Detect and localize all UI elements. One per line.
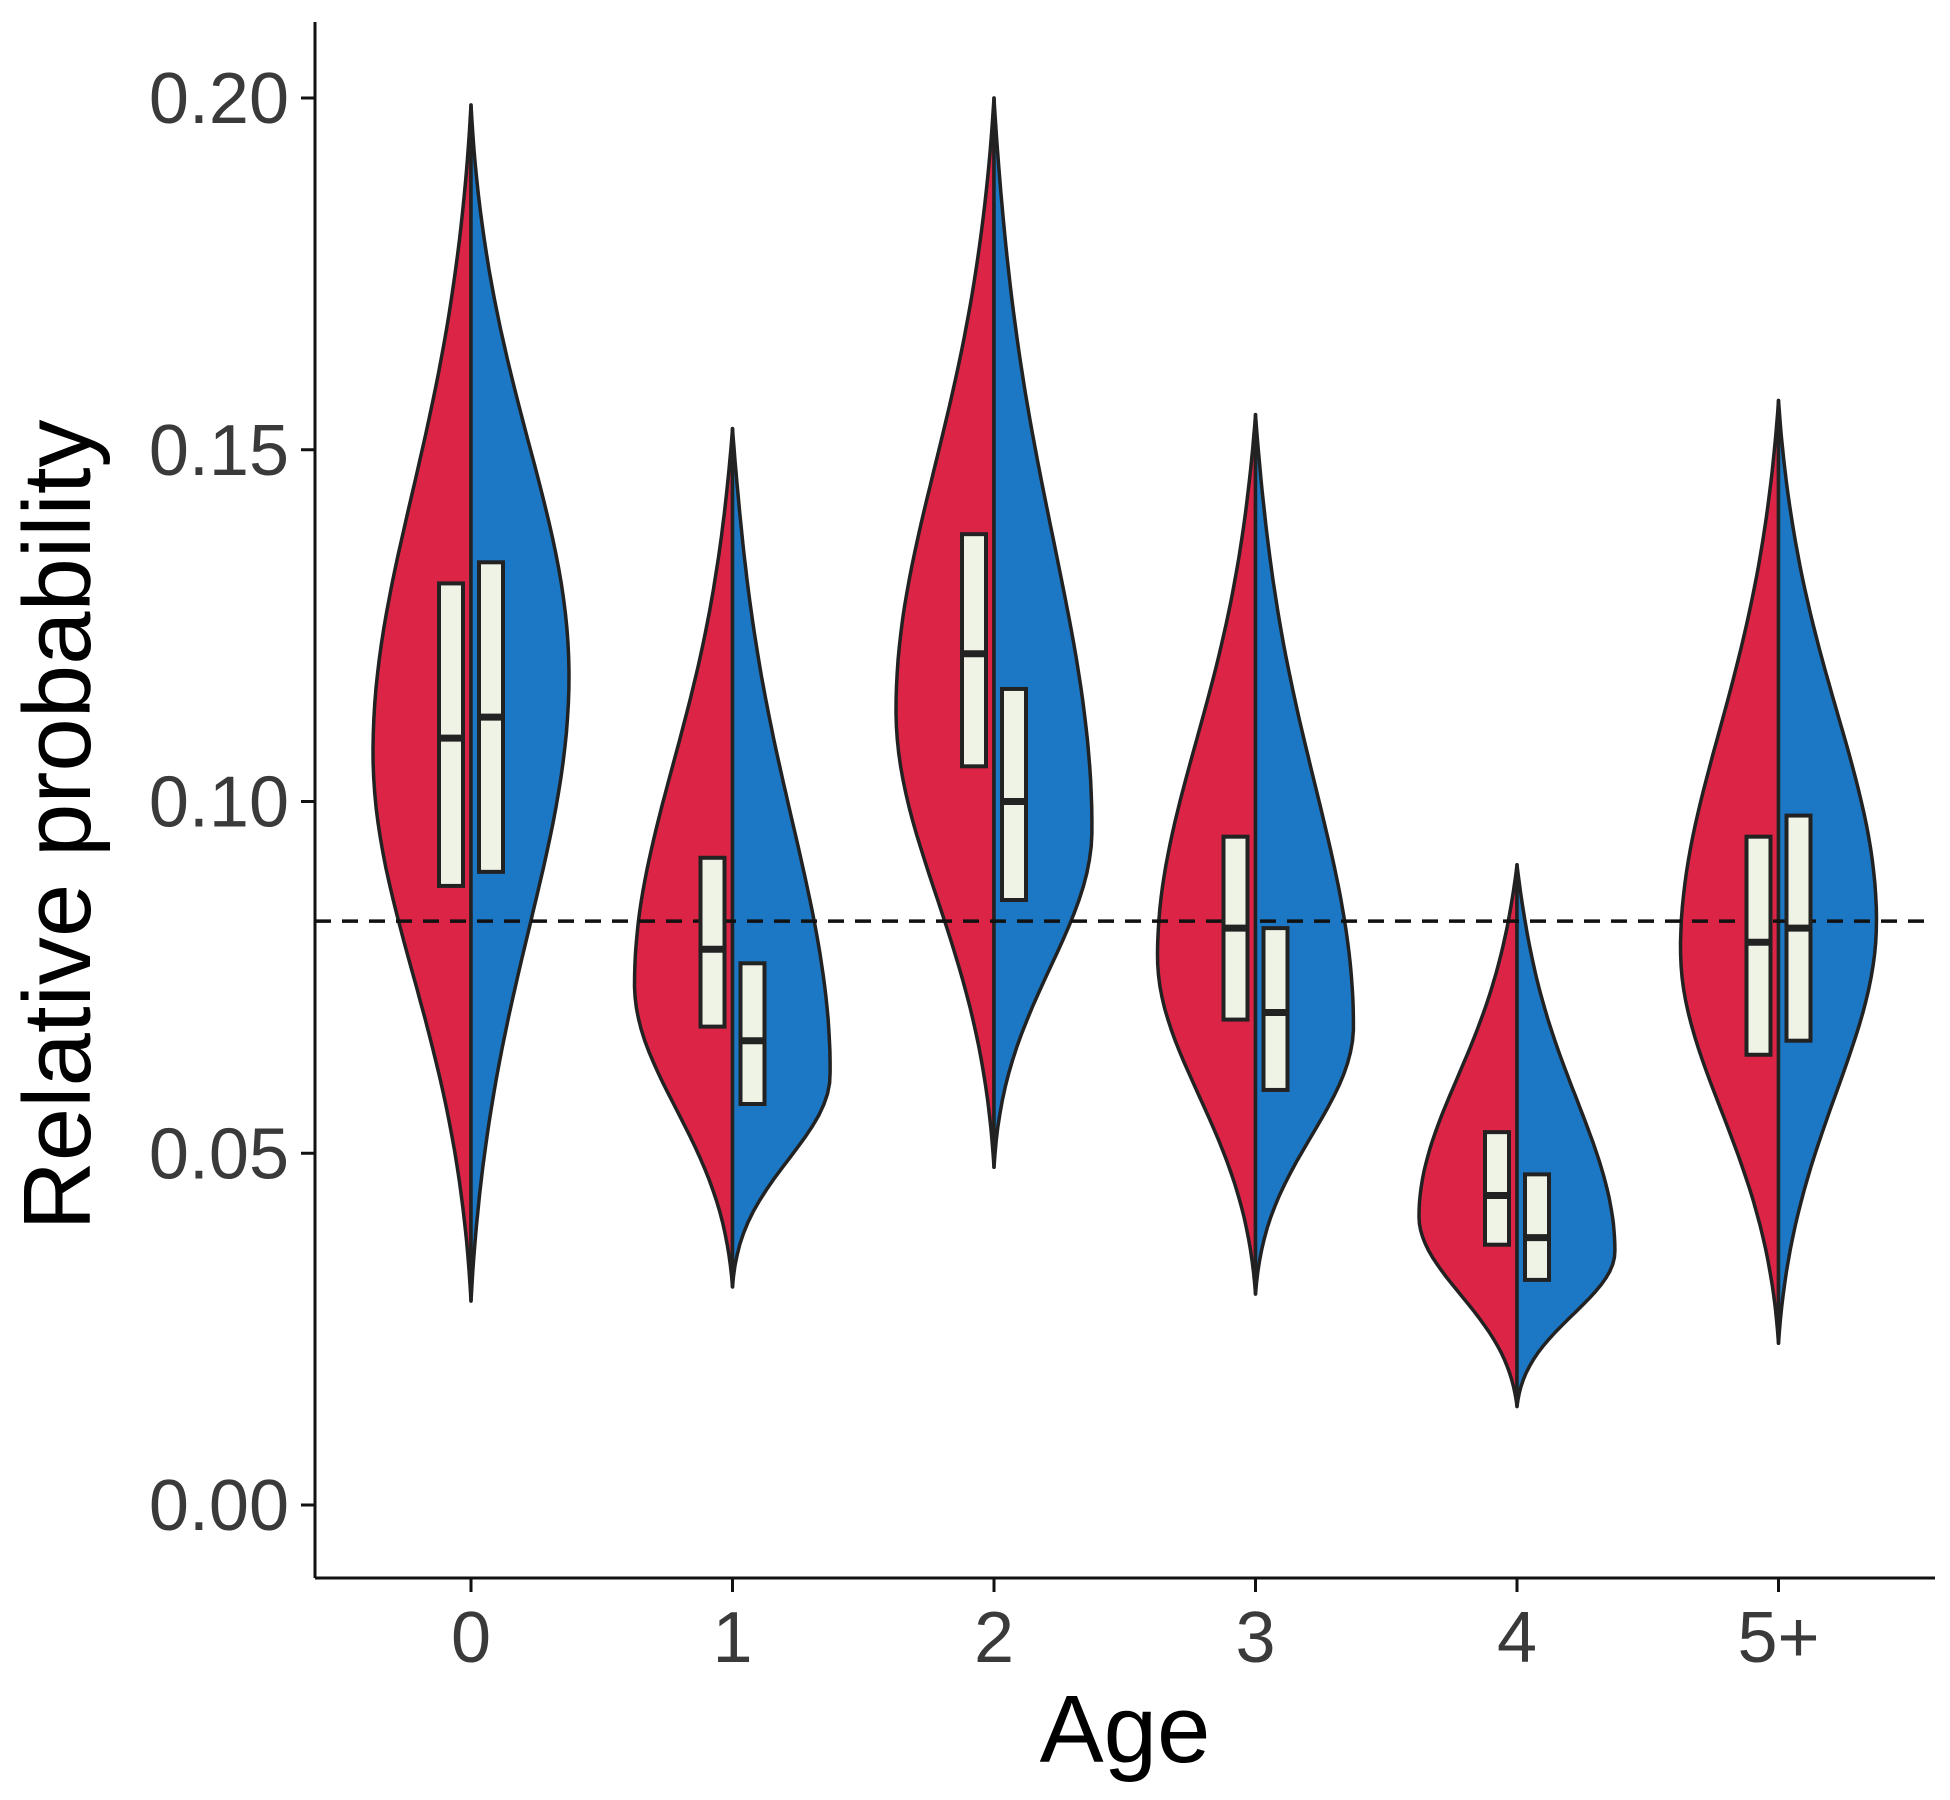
x-axis-title: Age bbox=[1040, 1676, 1211, 1783]
y-tick-label-1: 0.05 bbox=[149, 1114, 289, 1194]
x-tick-label-4: 4 bbox=[1497, 1598, 1537, 1678]
violin-left-0 bbox=[371, 103, 473, 1303]
y-axis-title: Relative probability bbox=[4, 419, 111, 1230]
box-left-0 bbox=[437, 581, 465, 888]
x-tick-label-0: 0 bbox=[451, 1598, 491, 1678]
x-tick-label-2: 2 bbox=[974, 1598, 1014, 1678]
violin-right-3 bbox=[1253, 412, 1356, 1296]
violin-right-1 bbox=[730, 426, 832, 1289]
y-axis-ticks: 0.00 0.05 0.10 0.15 0.20 bbox=[149, 59, 315, 1546]
x-axis-ticks: 0 1 2 3 4 5+ bbox=[451, 1578, 1820, 1678]
violin-right-2 bbox=[992, 96, 1094, 1170]
box-left-4 bbox=[1483, 1130, 1511, 1247]
y-tick-label-2: 0.10 bbox=[149, 763, 289, 843]
violin-left-4 bbox=[1417, 863, 1519, 1409]
violin-left-3 bbox=[1155, 412, 1258, 1296]
violin-left-2 bbox=[894, 96, 996, 1170]
box-left-1 bbox=[698, 855, 727, 1029]
violin-left-5+ bbox=[1678, 398, 1781, 1345]
box-right-2 bbox=[1000, 686, 1028, 902]
box-left-2 bbox=[960, 532, 988, 769]
x-tick-label-3: 3 bbox=[1235, 1598, 1275, 1678]
box-right-4 bbox=[1523, 1172, 1551, 1282]
y-tick-label-0: 0.00 bbox=[149, 1466, 289, 1546]
x-tick-label-5+: 5+ bbox=[1737, 1598, 1819, 1678]
y-tick-label-4: 0.20 bbox=[149, 59, 289, 139]
y-tick-label-3: 0.15 bbox=[149, 411, 289, 491]
violin-right-0 bbox=[469, 103, 571, 1303]
violins-layer bbox=[371, 96, 1879, 1409]
violin-right-4 bbox=[1515, 863, 1617, 1409]
x-tick-label-1: 1 bbox=[712, 1598, 752, 1678]
box-right-1 bbox=[738, 961, 767, 1107]
box-right-3 bbox=[1261, 926, 1290, 1092]
box-left-5+ bbox=[1744, 834, 1773, 1057]
violin-left-1 bbox=[632, 426, 735, 1289]
violin-right-5+ bbox=[1776, 398, 1879, 1345]
boxes-layer bbox=[437, 532, 1813, 1282]
